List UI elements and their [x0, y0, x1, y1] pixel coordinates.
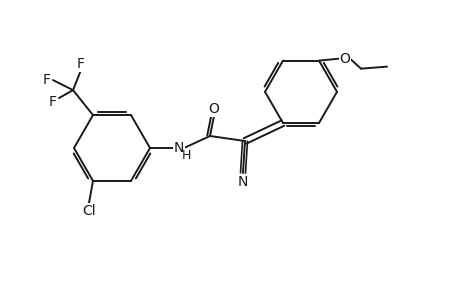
- Text: F: F: [43, 73, 51, 87]
- Text: F: F: [77, 57, 85, 71]
- Text: N: N: [237, 175, 248, 189]
- Text: N: N: [174, 141, 184, 155]
- Text: Cl: Cl: [82, 204, 95, 218]
- Text: H: H: [181, 148, 190, 161]
- Text: O: O: [339, 52, 350, 66]
- Text: F: F: [49, 95, 57, 109]
- Text: O: O: [208, 102, 219, 116]
